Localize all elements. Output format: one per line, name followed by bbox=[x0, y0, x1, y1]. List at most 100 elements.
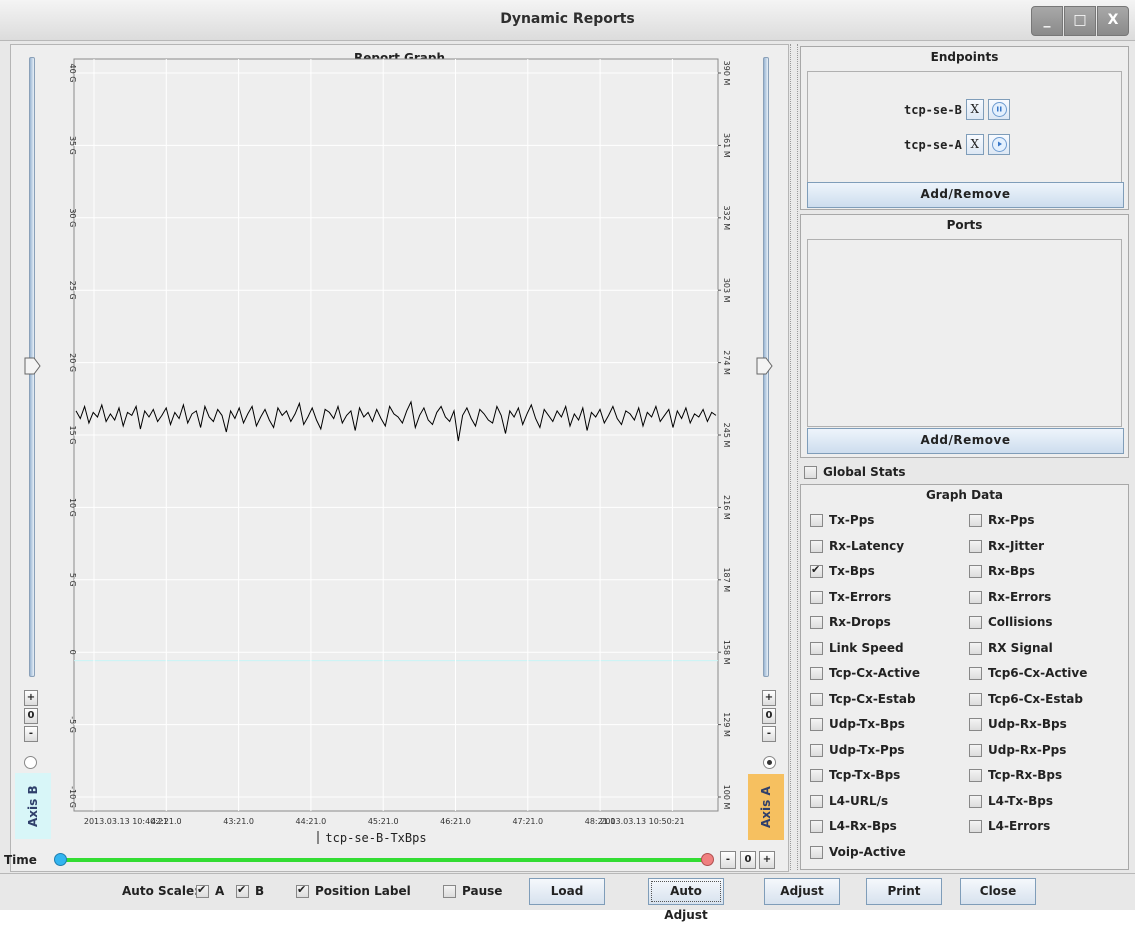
checkbox[interactable] bbox=[810, 769, 823, 782]
graph-data-option-voip-active[interactable]: Voip-Active bbox=[810, 845, 906, 859]
checkbox[interactable] bbox=[810, 667, 823, 680]
graph-data-option-l4-tx-bps[interactable]: L4-Tx-Bps bbox=[969, 794, 1053, 808]
graph-data-option-tx-pps[interactable]: Tx-Pps bbox=[810, 513, 874, 527]
axis-b-plus-button[interactable]: + bbox=[24, 690, 38, 706]
report-graph-plot[interactable]: 40 G 390 M 35 G 361 M 30 G 332 M 25 G 303 M 20 G… bbox=[11, 45, 788, 871]
graph-data-option-rx-errors[interactable]: Rx-Errors bbox=[969, 590, 1051, 604]
graph-data-option-rx-latency[interactable]: Rx-Latency bbox=[810, 539, 904, 553]
axis-b-slider-thumb[interactable] bbox=[24, 357, 42, 375]
checkbox[interactable] bbox=[810, 590, 823, 604]
global-stats-checkbox[interactable]: Global Stats bbox=[804, 465, 906, 479]
time-value[interactable]: 0 bbox=[740, 851, 756, 869]
graph-data-option-l4-url-s[interactable]: L4-URL/s bbox=[810, 794, 888, 808]
position-label-box[interactable] bbox=[296, 883, 309, 898]
ports-add-remove-button[interactable]: Add/Remove bbox=[807, 428, 1124, 454]
checkbox[interactable] bbox=[969, 794, 982, 808]
checkbox[interactable] bbox=[810, 692, 823, 706]
checkbox[interactable] bbox=[969, 692, 982, 706]
checkbox[interactable] bbox=[810, 641, 823, 655]
checkbox[interactable] bbox=[810, 718, 823, 731]
axis-b-value[interactable]: 0 bbox=[24, 708, 38, 724]
pause-checkbox[interactable]: Pause bbox=[443, 884, 502, 898]
checkbox[interactable] bbox=[810, 616, 823, 629]
axis-a-minus-button[interactable]: - bbox=[762, 726, 776, 742]
checkbox[interactable] bbox=[969, 769, 982, 782]
graph-data-option-tcp-cx-active[interactable]: Tcp-Cx-Active bbox=[810, 666, 920, 680]
auto-scale-b-box[interactable] bbox=[236, 883, 249, 898]
endpoint-b-remove-button[interactable]: X bbox=[965, 99, 984, 120]
window-controls: _ □ X bbox=[1030, 6, 1129, 36]
graph-data-option-link-speed[interactable]: Link Speed bbox=[810, 641, 904, 655]
axis-b-minus-button[interactable]: - bbox=[24, 726, 38, 742]
checkbox[interactable] bbox=[810, 794, 823, 808]
checkbox[interactable] bbox=[810, 563, 823, 578]
graph-data-option-l4-errors[interactable]: L4-Errors bbox=[969, 819, 1050, 833]
close-button[interactable]: Close bbox=[960, 878, 1036, 905]
endpoint-a-play-button[interactable] bbox=[987, 134, 1010, 155]
axis-a-plus-button[interactable]: + bbox=[762, 690, 776, 706]
graph-data-option-tcp-cx-estab[interactable]: Tcp-Cx-Estab bbox=[810, 692, 916, 706]
time-minus-button[interactable]: - bbox=[720, 851, 736, 869]
print-button[interactable]: Print bbox=[866, 878, 942, 905]
checkbox[interactable] bbox=[810, 820, 823, 833]
checkbox[interactable] bbox=[969, 565, 982, 578]
axis-a-value[interactable]: 0 bbox=[762, 708, 776, 724]
graph-data-option-rx-drops[interactable]: Rx-Drops bbox=[810, 615, 891, 629]
endpoint-a-remove-button[interactable]: X bbox=[965, 134, 984, 155]
auto-scale-a-box[interactable] bbox=[196, 883, 209, 898]
auto-adjust-button[interactable]: Auto Adjust bbox=[648, 878, 724, 922]
graph-data-option-rx-jitter[interactable]: Rx-Jitter bbox=[969, 539, 1044, 553]
graph-data-option-tcp-rx-bps[interactable]: Tcp-Rx-Bps bbox=[969, 768, 1062, 782]
checkbox[interactable] bbox=[810, 539, 823, 553]
checkbox[interactable] bbox=[969, 616, 982, 629]
position-label-checkbox[interactable]: Position Label bbox=[296, 883, 411, 898]
checkbox[interactable] bbox=[969, 514, 982, 527]
auto-scale-a-checkbox[interactable]: A bbox=[196, 883, 224, 898]
pause-box[interactable] bbox=[443, 885, 456, 898]
checkbox[interactable] bbox=[969, 820, 982, 833]
time-start-handle[interactable] bbox=[54, 853, 67, 866]
checkbox[interactable] bbox=[969, 718, 982, 731]
checkbox[interactable] bbox=[810, 743, 823, 757]
checkbox[interactable] bbox=[969, 539, 982, 553]
minimize-button[interactable]: _ bbox=[1031, 6, 1063, 36]
endpoint-b-pause-button[interactable] bbox=[987, 99, 1010, 120]
auto-scale-b-checkbox[interactable]: B bbox=[236, 883, 264, 898]
maximize-button[interactable]: □ bbox=[1064, 6, 1096, 36]
endpoints-add-remove-button[interactable]: Add/Remove bbox=[807, 182, 1124, 208]
checkbox[interactable] bbox=[810, 845, 823, 859]
axis-b-radio[interactable] bbox=[24, 756, 37, 769]
graph-data-option-udp-rx-pps[interactable]: Udp-Rx-Pps bbox=[969, 743, 1066, 757]
checkbox[interactable] bbox=[810, 514, 823, 527]
close-window-button[interactable]: X bbox=[1097, 6, 1129, 36]
split-pane-divider[interactable] bbox=[790, 44, 798, 870]
graph-data-option-tcp6-cx-estab[interactable]: Tcp6-Cx-Estab bbox=[969, 692, 1083, 706]
graph-data-option-collisions[interactable]: Collisions bbox=[969, 615, 1053, 629]
axis-a-label[interactable]: Axis A bbox=[748, 774, 784, 840]
checkbox[interactable] bbox=[969, 590, 982, 604]
graph-data-option-tx-bps[interactable]: Tx-Bps bbox=[810, 563, 875, 578]
graph-data-option-udp-rx-bps[interactable]: Udp-Rx-Bps bbox=[969, 717, 1067, 731]
load-button[interactable]: Load bbox=[529, 878, 605, 905]
graph-data-option-rx-pps[interactable]: Rx-Pps bbox=[969, 513, 1035, 527]
endpoint-b-name: tcp-se-B bbox=[904, 102, 962, 117]
graph-data-option-tcp6-cx-active[interactable]: Tcp6-Cx-Active bbox=[969, 666, 1087, 680]
graph-data-option-udp-tx-pps[interactable]: Udp-Tx-Pps bbox=[810, 743, 905, 757]
checkbox[interactable] bbox=[969, 641, 982, 655]
graph-data-option-rx-bps[interactable]: Rx-Bps bbox=[969, 564, 1035, 578]
axis-a-radio[interactable] bbox=[763, 756, 776, 769]
graph-data-option-tcp-tx-bps[interactable]: Tcp-Tx-Bps bbox=[810, 768, 900, 782]
time-range-track[interactable] bbox=[60, 858, 712, 862]
time-end-handle[interactable] bbox=[701, 853, 714, 866]
axis-a-slider-thumb[interactable] bbox=[756, 357, 774, 375]
time-plus-button[interactable]: + bbox=[759, 851, 775, 869]
graph-data-option-tx-errors[interactable]: Tx-Errors bbox=[810, 590, 891, 604]
global-stats-box[interactable] bbox=[804, 466, 817, 479]
graph-data-option-udp-tx-bps[interactable]: Udp-Tx-Bps bbox=[810, 717, 905, 731]
graph-data-option-rx-signal[interactable]: RX Signal bbox=[969, 641, 1053, 655]
adjust-button[interactable]: Adjust bbox=[764, 878, 840, 905]
graph-data-option-l4-rx-bps[interactable]: L4-Rx-Bps bbox=[810, 819, 897, 833]
checkbox[interactable] bbox=[969, 667, 982, 680]
checkbox[interactable] bbox=[969, 743, 982, 757]
checkbox-label: Tcp-Tx-Bps bbox=[829, 768, 901, 782]
